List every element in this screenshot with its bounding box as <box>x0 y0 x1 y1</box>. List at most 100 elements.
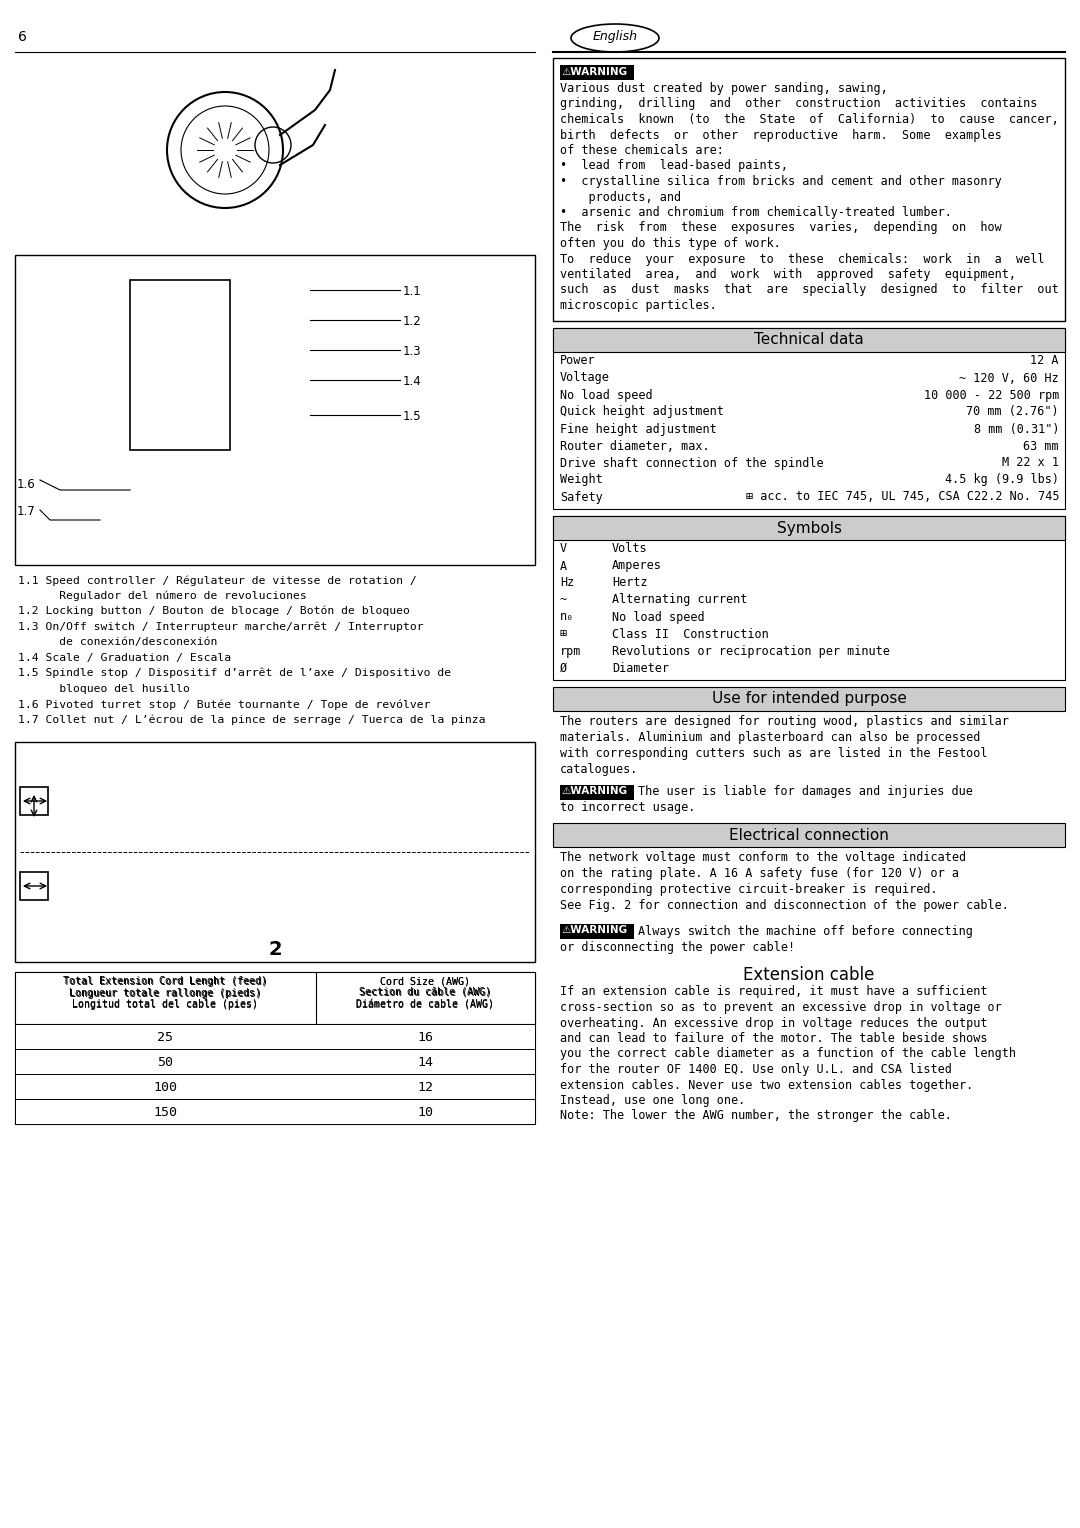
Text: M 22 x 1: M 22 x 1 <box>1002 457 1059 469</box>
Text: Quick height adjustment: Quick height adjustment <box>561 405 724 419</box>
Bar <box>553 58 1065 321</box>
Text: ~: ~ <box>561 593 567 607</box>
Text: The  risk  from  these  exposures  varies,  depending  on  how: The risk from these exposures varies, de… <box>561 222 1002 234</box>
Text: To  reduce  your  exposure  to  these  chemicals:  work  in  a  well: To reduce your exposure to these chemica… <box>561 252 1044 266</box>
Text: catalogues.: catalogues. <box>561 764 638 776</box>
Text: No load speed: No load speed <box>612 611 704 623</box>
Text: and can lead to failure of the motor. The table beside shows: and can lead to failure of the motor. Th… <box>561 1031 987 1045</box>
Text: 14: 14 <box>418 1056 433 1070</box>
Text: ⚠WARNING: ⚠WARNING <box>561 785 627 796</box>
Text: de conexión/desconexión: de conexión/desconexión <box>18 637 217 646</box>
Text: products, and: products, and <box>561 191 681 203</box>
Text: 10: 10 <box>418 1106 433 1118</box>
Text: 6: 6 <box>18 31 27 44</box>
Text: 1.2: 1.2 <box>403 315 422 329</box>
Text: Total Extension Cord Lenght (feed)
Longueur totale rallonge (pieds)
Longitud tot: Total Extension Cord Lenght (feed) Longu… <box>63 976 267 1008</box>
Text: 1.7 Collet nut / L’écrou de la pince de serrage / Tuerca de la pinza: 1.7 Collet nut / L’écrou de la pince de … <box>18 715 486 724</box>
Text: If an extension cable is required, it must have a sufficient: If an extension cable is required, it mu… <box>561 986 987 998</box>
Text: on the rating plate. A 16 A safety fuse (for 120 V) or a: on the rating plate. A 16 A safety fuse … <box>561 868 959 880</box>
Text: 1.5 Spindle stop / Dispositif d’arrêt de l’axe / Dispositivo de: 1.5 Spindle stop / Dispositif d’arrêt de… <box>18 668 451 678</box>
Text: Hertz: Hertz <box>612 576 648 590</box>
Text: Power: Power <box>561 354 596 368</box>
Text: Router diameter, max.: Router diameter, max. <box>561 440 710 452</box>
Text: •  lead from  lead-based paints,: • lead from lead-based paints, <box>561 159 788 173</box>
Text: Class II  Construction: Class II Construction <box>612 628 769 640</box>
Text: extension cables. Never use two extension cables together.: extension cables. Never use two extensio… <box>561 1079 973 1091</box>
Text: often you do this type of work.: often you do this type of work. <box>561 237 781 251</box>
Text: 1.1 Speed controller / Régulateur de vitesse de rotation /: 1.1 Speed controller / Régulateur de vit… <box>18 575 417 585</box>
Text: Volts: Volts <box>612 542 648 556</box>
Text: or disconnecting the power cable!: or disconnecting the power cable! <box>561 941 795 953</box>
Bar <box>553 327 1065 351</box>
Text: 70 mm (2.76"): 70 mm (2.76") <box>967 405 1059 419</box>
Bar <box>553 327 1065 509</box>
Text: Use for intended purpose: Use for intended purpose <box>712 692 906 706</box>
Text: materials. Aluminium and plasterboard can also be processed: materials. Aluminium and plasterboard ca… <box>561 732 981 744</box>
Text: microscopic particles.: microscopic particles. <box>561 299 717 312</box>
Text: ⊞ acc. to IEC 745, UL 745, CSA C22.2 No. 745: ⊞ acc. to IEC 745, UL 745, CSA C22.2 No.… <box>745 490 1059 504</box>
Text: 12: 12 <box>418 1080 433 1094</box>
Text: Cord Size (AWG)
Section du câble (AWG)
Diámetro de cable (AWG): Cord Size (AWG) Section du câble (AWG) D… <box>356 976 494 1008</box>
Bar <box>561 784 634 799</box>
Text: A: A <box>561 559 567 573</box>
Text: birth  defects  or  other  reproductive  harm.  Some  examples: birth defects or other reproductive harm… <box>561 128 1002 142</box>
Bar <box>15 1050 535 1074</box>
Text: Cord Size (AWG)
Section du câble (AWG)
Diámetro de cable (AWG): Cord Size (AWG) Section du câble (AWG) D… <box>356 976 495 1010</box>
Text: •  crystalline silica from bricks and cement and other masonry: • crystalline silica from bricks and cem… <box>561 176 1002 188</box>
Text: Fine height adjustment: Fine height adjustment <box>561 423 717 435</box>
Text: rpm: rpm <box>561 645 581 657</box>
Text: of these chemicals are:: of these chemicals are: <box>561 144 724 157</box>
Text: n₀: n₀ <box>561 611 575 623</box>
Bar <box>15 972 535 1024</box>
Text: 1.7: 1.7 <box>17 504 36 518</box>
Text: ~ 120 V, 60 Hz: ~ 120 V, 60 Hz <box>959 371 1059 385</box>
Text: 1.1: 1.1 <box>403 286 422 298</box>
Bar <box>561 66 634 79</box>
Text: ventilated  area,  and  work  with  approved  safety  equipment,: ventilated area, and work with approved … <box>561 267 1016 281</box>
Text: cross-section so as to prevent an excessive drop in voltage or: cross-section so as to prevent an excess… <box>561 1001 1002 1015</box>
Text: Instead, use one long one.: Instead, use one long one. <box>561 1094 745 1106</box>
Text: grinding,  drilling  and  other  construction  activities  contains: grinding, drilling and other constructio… <box>561 98 1038 110</box>
Text: Revolutions or reciprocation per minute: Revolutions or reciprocation per minute <box>612 645 890 657</box>
Text: Weight: Weight <box>561 474 603 486</box>
Bar <box>553 515 1065 680</box>
Text: to incorrect usage.: to incorrect usage. <box>561 802 696 814</box>
Text: bloqueo del husillo: bloqueo del husillo <box>18 683 190 694</box>
Text: 12 A: 12 A <box>1030 354 1059 368</box>
Bar <box>553 515 1065 539</box>
Text: for the router OF 1400 EQ. Use only U.L. and CSA listed: for the router OF 1400 EQ. Use only U.L.… <box>561 1063 951 1076</box>
Text: ⚠WARNING: ⚠WARNING <box>561 67 627 76</box>
Text: The routers are designed for routing wood, plastics and similar: The routers are designed for routing woo… <box>561 715 1009 729</box>
Text: 4.5 kg (9.9 lbs): 4.5 kg (9.9 lbs) <box>945 474 1059 486</box>
Text: 16: 16 <box>418 1031 433 1044</box>
Text: Amperes: Amperes <box>612 559 662 573</box>
Text: 1.5: 1.5 <box>403 410 421 423</box>
Text: 8 mm (0.31"): 8 mm (0.31") <box>973 423 1059 435</box>
Text: •  arsenic and chromium from chemically-treated lumber.: • arsenic and chromium from chemically-t… <box>561 206 951 219</box>
Text: 63 mm: 63 mm <box>1024 440 1059 452</box>
Bar <box>21 872 48 900</box>
Text: Alternating current: Alternating current <box>612 593 747 607</box>
Text: 10 000 - 22 500 rpm: 10 000 - 22 500 rpm <box>923 388 1059 402</box>
Bar <box>21 787 48 814</box>
Text: The network voltage must conform to the voltage indicated: The network voltage must conform to the … <box>561 851 967 865</box>
Text: Drive shaft connection of the spindle: Drive shaft connection of the spindle <box>561 457 824 469</box>
Text: with corresponding cutters such as are listed in the Festool: with corresponding cutters such as are l… <box>561 747 987 761</box>
Bar <box>15 972 535 1125</box>
Text: 1.4: 1.4 <box>403 374 422 388</box>
Text: V: V <box>561 542 567 556</box>
Text: Voltage: Voltage <box>561 371 610 385</box>
Text: 25: 25 <box>158 1031 174 1044</box>
Bar <box>553 686 1065 711</box>
Bar <box>15 1024 535 1050</box>
Bar <box>553 822 1065 847</box>
Text: 1.6: 1.6 <box>17 478 36 490</box>
Text: such  as  dust  masks  that  are  specially  designed  to  filter  out: such as dust masks that are specially de… <box>561 284 1058 296</box>
Bar <box>561 923 634 938</box>
Text: 50: 50 <box>158 1056 174 1070</box>
Text: Technical data: Technical data <box>754 333 864 347</box>
Text: Always switch the machine off before connecting: Always switch the machine off before con… <box>638 924 973 938</box>
Text: See Fig. 2 for connection and disconnection of the power cable.: See Fig. 2 for connection and disconnect… <box>561 900 1009 912</box>
Bar <box>15 255 535 565</box>
Bar <box>15 1099 535 1125</box>
